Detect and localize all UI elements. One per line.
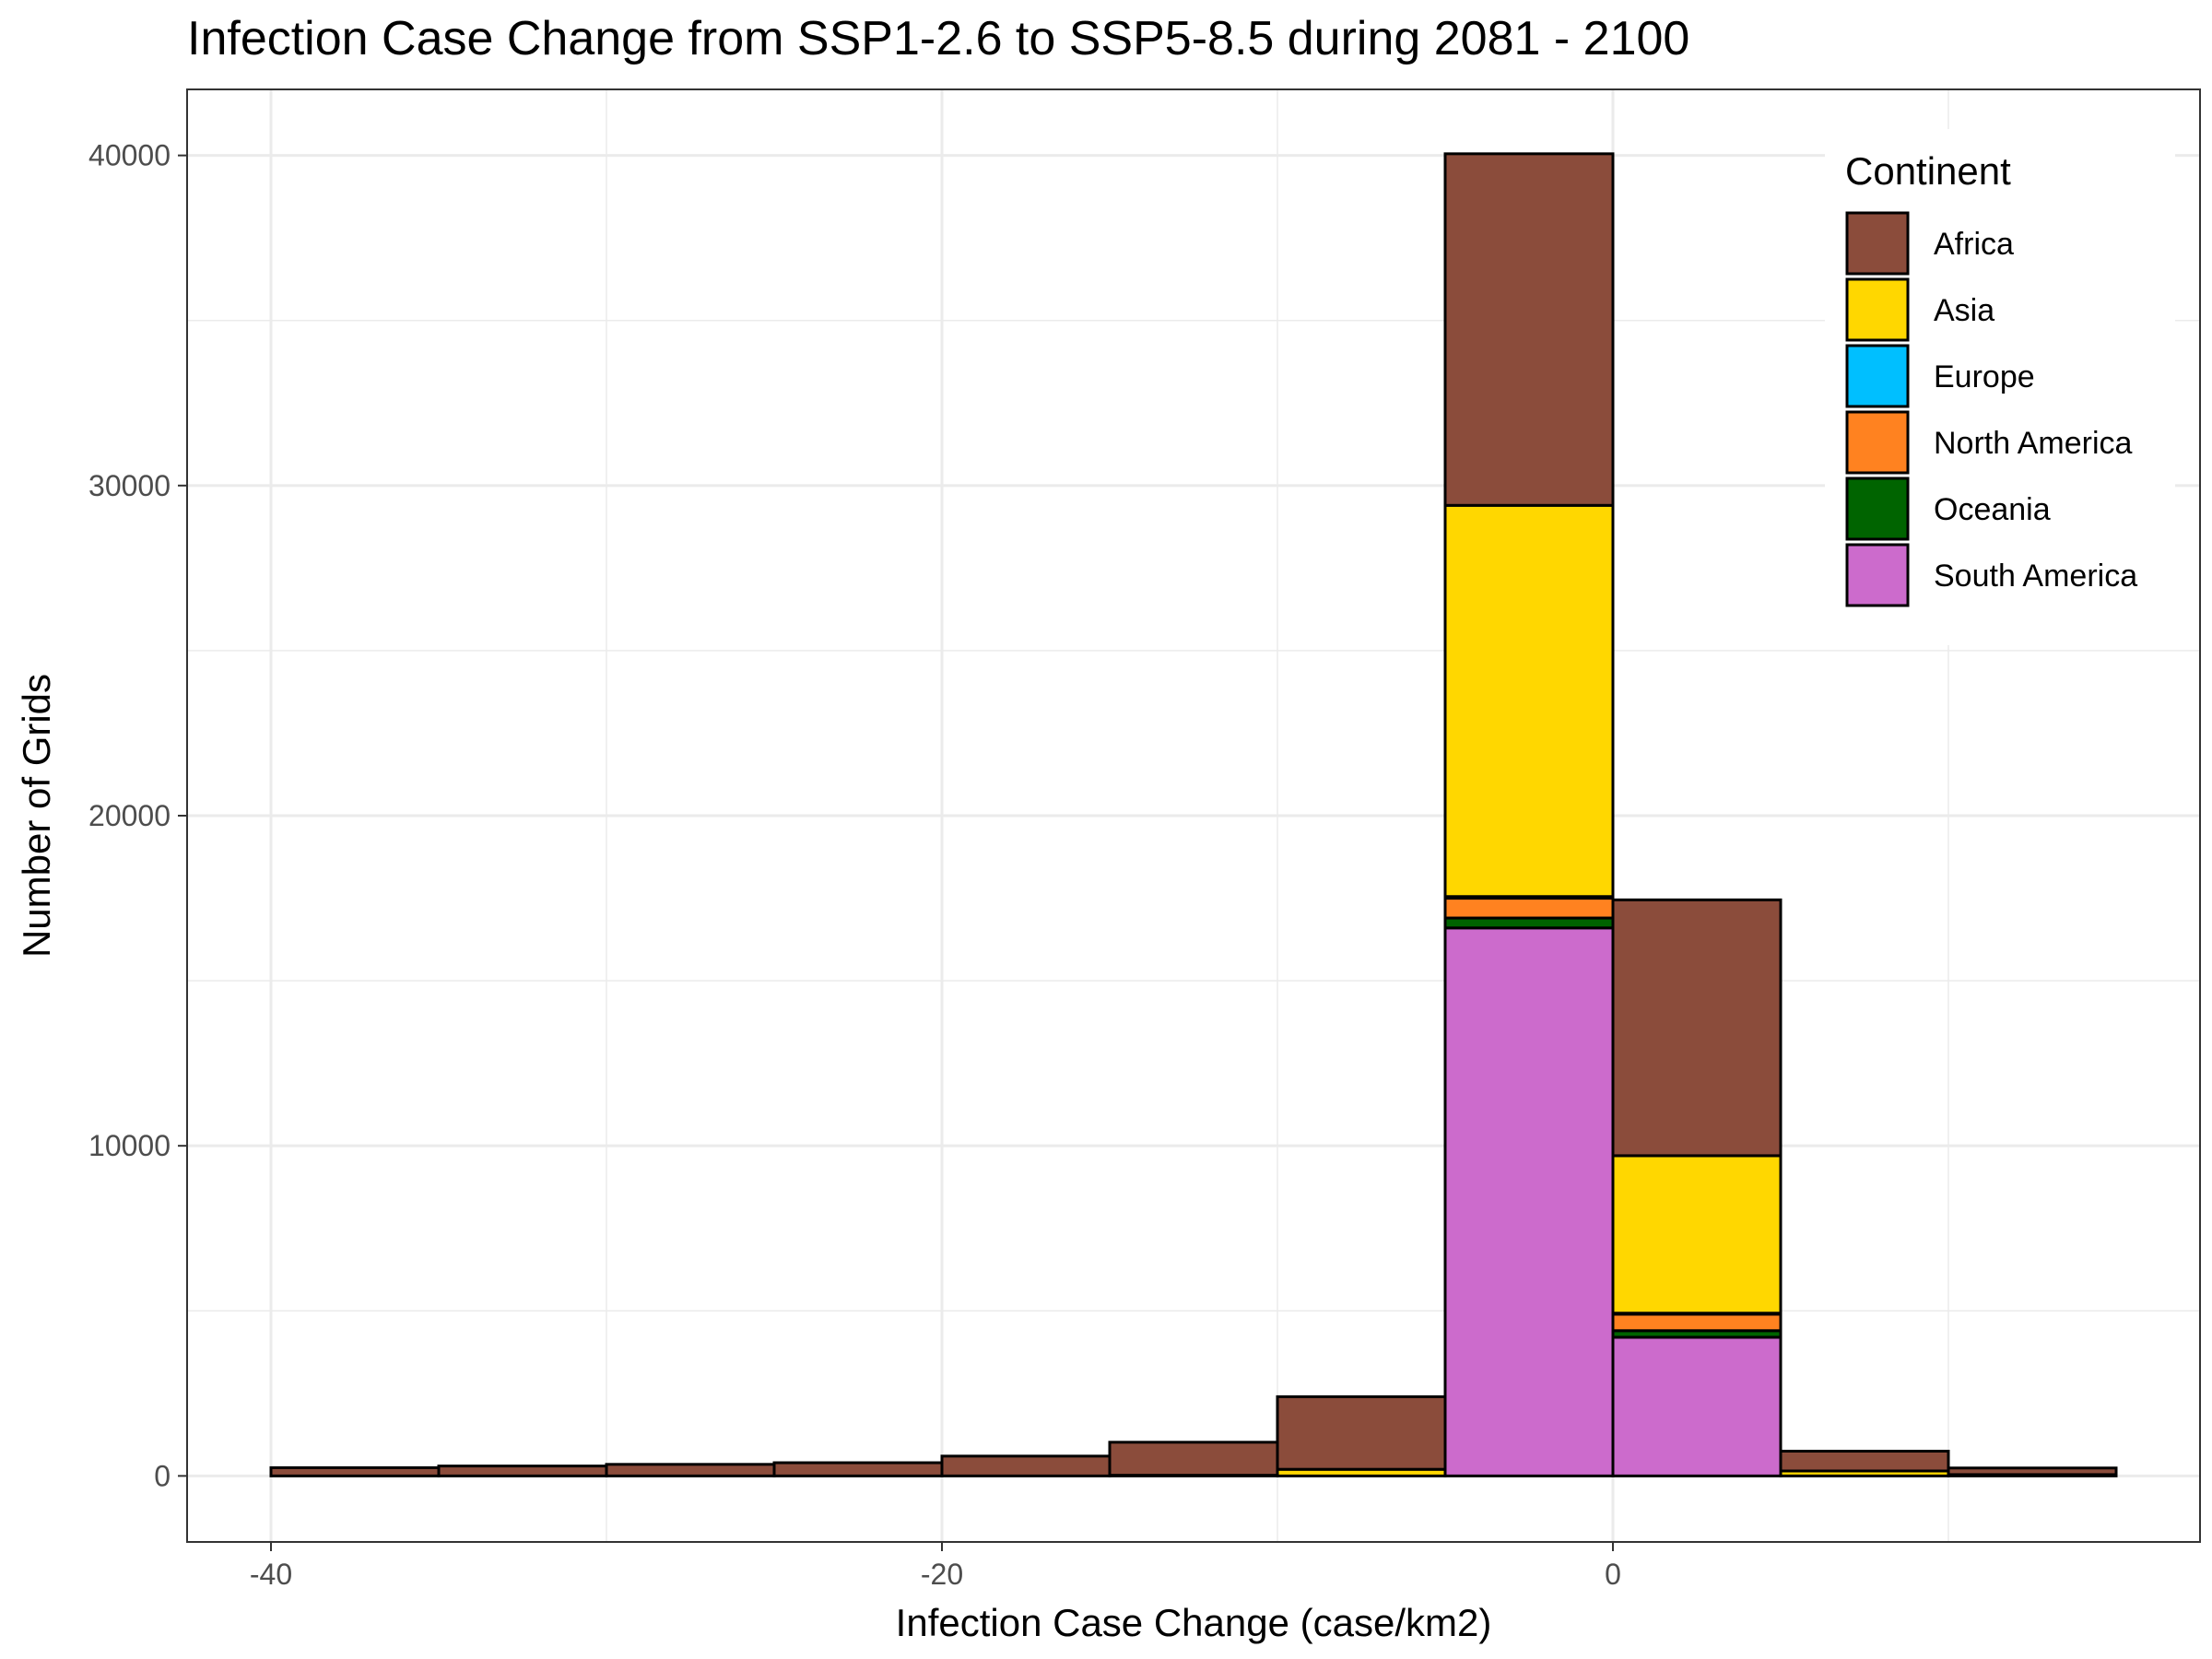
y-tick-label: 20000 [88, 799, 171, 832]
legend-label: Oceania [1934, 492, 2051, 527]
bar-segment-asia [1443, 503, 1615, 899]
bar-segment-south-america [1443, 926, 1615, 1477]
bar-segment-africa [940, 1454, 1112, 1477]
x-axis-title: Infection Case Change (case/km2) [896, 1601, 1492, 1644]
bar-segment-africa [772, 1461, 944, 1477]
y-tick-label: 40000 [88, 139, 171, 172]
legend-label: South America [1934, 559, 2137, 594]
legend-key-south-america [1845, 543, 1910, 607]
bar-segment-africa [1443, 152, 1615, 507]
x-tick-label: -40 [250, 1558, 292, 1591]
x-tick-label: -20 [921, 1558, 963, 1591]
x-tick-label: 0 [1605, 1558, 1621, 1591]
bar-segment-africa [1611, 898, 1783, 1158]
bar-segment-africa [437, 1465, 608, 1477]
legend-key-north-america [1845, 410, 1910, 475]
bar-segment-africa [1779, 1450, 1950, 1473]
chart-title: Infection Case Change from SSP1-2.6 to S… [187, 12, 1690, 65]
bar-segment-africa [269, 1465, 441, 1477]
legend-label: Europe [1934, 359, 2035, 394]
legend-key-asia [1845, 277, 1910, 342]
y-tick-label: 0 [154, 1459, 171, 1492]
bar-segment-asia [1611, 1154, 1783, 1315]
bar-segment-north-america [1443, 897, 1615, 920]
y-axis-title: Number of Grids [15, 674, 58, 958]
bar-segment-africa [1276, 1394, 1447, 1471]
y-tick-label: 10000 [88, 1129, 171, 1162]
legend-key-europe [1845, 344, 1910, 408]
bar-segment-oceania [1443, 916, 1615, 930]
y-tick-label: 30000 [88, 469, 171, 502]
legend-key-africa [1845, 211, 1910, 276]
legend-key-oceania [1845, 477, 1910, 541]
legend-label: Asia [1934, 293, 1994, 328]
bar-segment-south-america [1611, 1335, 1783, 1477]
bar-segment-north-america [1611, 1312, 1783, 1333]
legend-label: Africa [1934, 227, 2014, 262]
legend-label: North America [1934, 426, 2132, 461]
bar-segment-africa [1108, 1441, 1279, 1477]
legend-title: Continent [1845, 149, 2011, 193]
bar-segment-africa [605, 1463, 776, 1477]
bar-segment-africa [1947, 1466, 2118, 1477]
